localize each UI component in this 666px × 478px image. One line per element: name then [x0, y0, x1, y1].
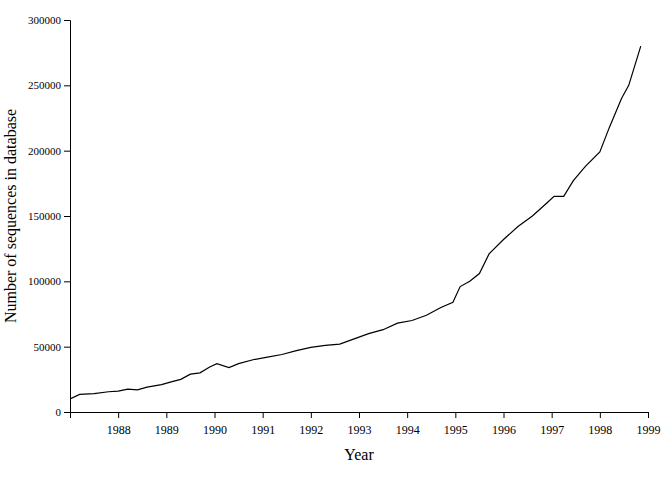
- x-tick: 1995: [444, 412, 468, 437]
- y-tick-label: 200000: [28, 145, 62, 157]
- y-tick: 0: [56, 406, 71, 418]
- y-tick-label: 250000: [28, 79, 62, 91]
- y-tick-mark: [64, 281, 70, 282]
- x-tick-mark: [552, 412, 553, 418]
- y-tick: 250000: [28, 79, 70, 91]
- y-axis: 0 50000 100000 150000 200000 250000 300000: [28, 14, 71, 418]
- x-tick-label: 1992: [299, 423, 323, 437]
- y-tick-label: 100000: [28, 275, 62, 287]
- x-tick-label: 1997: [540, 423, 564, 437]
- x-tick-mark: [600, 412, 601, 418]
- x-tick-mark: [166, 412, 167, 418]
- x-tick-mark: [504, 412, 505, 418]
- x-tick: 1990: [203, 412, 227, 437]
- y-tick-label: 300000: [28, 14, 62, 26]
- y-tick-mark: [64, 347, 70, 348]
- y-tick-label: 50000: [34, 341, 62, 353]
- y-tick-mark: [64, 216, 70, 217]
- x-tick-label: 1988: [107, 423, 131, 437]
- y-tick-label: 0: [56, 406, 62, 418]
- x-axis-line: [71, 413, 649, 419]
- x-tick-label: 1989: [155, 423, 179, 437]
- y-tick: 200000: [28, 145, 70, 157]
- x-tick: 1992: [299, 412, 323, 437]
- y-tick-mark: [64, 85, 70, 86]
- y-tick-label: 150000: [28, 210, 62, 222]
- y-tick: 150000: [28, 210, 70, 222]
- x-tick: 1991: [251, 412, 275, 437]
- y-axis-line: [64, 21, 71, 413]
- x-tick-label: 1990: [203, 423, 227, 437]
- marks: [70, 46, 641, 399]
- x-tick-label: 1998: [588, 423, 612, 437]
- x-tick-label: 1991: [251, 423, 275, 437]
- x-tick-mark: [407, 412, 408, 418]
- y-tick-mark: [64, 412, 70, 413]
- y-tick: 300000: [28, 14, 70, 26]
- x-tick-mark: [455, 412, 456, 418]
- x-tick: 1988: [107, 412, 131, 437]
- plot: 1988 1989 1990 1991 1992 1993 1994 1995 1996 1997…: [28, 14, 661, 437]
- x-tick-mark: [263, 412, 264, 418]
- x-tick: 1993: [348, 412, 372, 437]
- x-tick: 1997: [540, 412, 564, 437]
- series-line: [70, 46, 641, 399]
- x-tick-label: 1999: [637, 423, 661, 437]
- x-tick-mark: [359, 412, 360, 418]
- x-tick-label: 1995: [444, 423, 468, 437]
- x-tick-label: 1994: [396, 423, 420, 437]
- x-axis-title: Year: [344, 446, 374, 463]
- x-tick: 1999: [637, 412, 661, 437]
- y-tick-mark: [64, 20, 70, 21]
- x-tick-mark: [648, 412, 649, 418]
- x-tick-mark: [311, 412, 312, 418]
- x-axis: 1988 1989 1990 1991 1992 1993 1994 1995 1996 1997…: [71, 412, 661, 437]
- x-tick: 1996: [492, 412, 516, 437]
- x-tick: 1989: [155, 412, 179, 437]
- x-tick-label: 1993: [348, 423, 372, 437]
- x-tick: 1998: [588, 412, 612, 437]
- x-tick: 1994: [396, 412, 420, 437]
- y-tick: 100000: [28, 275, 70, 287]
- chart: 1988 1989 1990 1991 1992 1993 1994 1995 1996 1997…: [0, 0, 666, 478]
- x-tick-mark: [215, 412, 216, 418]
- x-tick-label: 1996: [492, 423, 516, 437]
- y-tick: 50000: [34, 341, 71, 353]
- x-tick-mark: [118, 412, 119, 418]
- y-tick-mark: [64, 151, 70, 152]
- y-axis-title: Number of sequences in database: [2, 109, 20, 323]
